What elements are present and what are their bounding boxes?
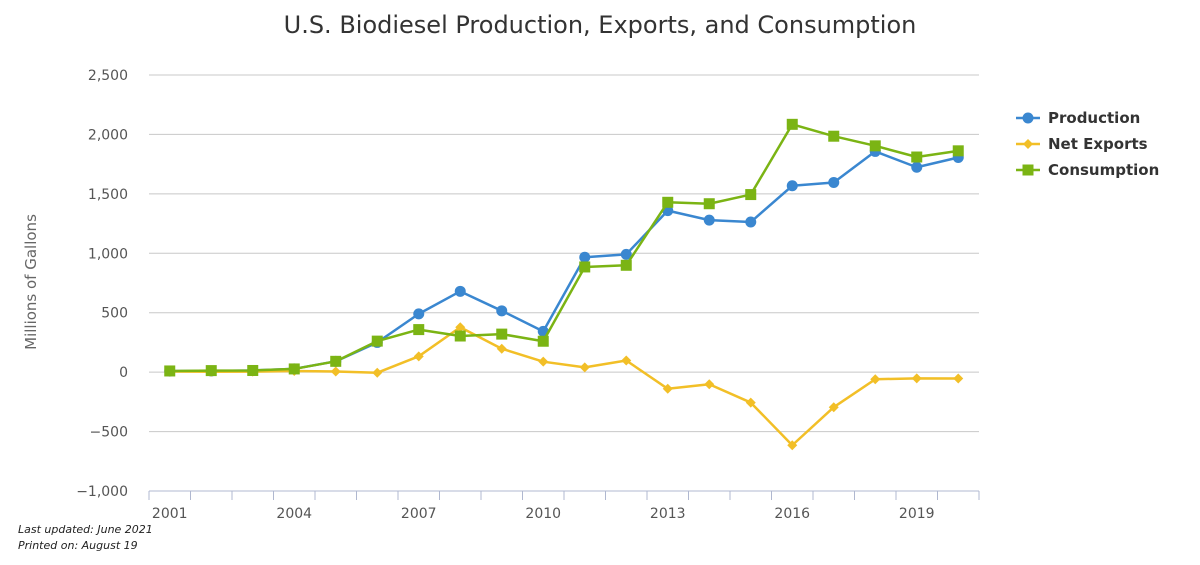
- series-production: [164, 145, 964, 377]
- data-point-net-exports: [745, 397, 756, 408]
- legend-marker-net-exports: [1023, 139, 1033, 149]
- series-net-exports: [164, 322, 964, 451]
- data-point-consumption: [413, 324, 425, 336]
- data-point-production: [703, 214, 715, 226]
- data-point-net-exports: [372, 367, 383, 378]
- data-point-consumption: [330, 355, 342, 367]
- legend[interactable]: Production Net Exports Consumption: [1016, 109, 1159, 179]
- y-tick-label: 2,000: [88, 127, 128, 143]
- data-point-consumption: [620, 259, 632, 271]
- data-point-net-exports: [787, 440, 798, 451]
- x-tick-label: 2001: [152, 506, 188, 522]
- data-point-consumption: [205, 365, 217, 377]
- chart-title: U.S. Biodiesel Production, Exports, and …: [284, 11, 917, 39]
- y-tick-label: 1,500: [88, 187, 128, 203]
- data-point-net-exports: [704, 379, 715, 390]
- data-point-consumption: [786, 118, 798, 130]
- y-tick-label: 0: [119, 365, 128, 381]
- legend-marker-production: [1022, 112, 1034, 124]
- y-tick-label: 1,000: [88, 246, 128, 262]
- data-point-consumption: [869, 140, 881, 152]
- legend-marker-consumption: [1022, 164, 1034, 176]
- data-point-consumption: [371, 335, 383, 347]
- legend-item-production[interactable]: Production: [1016, 109, 1140, 127]
- data-point-net-exports: [538, 356, 549, 367]
- data-point-consumption: [579, 261, 591, 273]
- series-group: [164, 118, 964, 451]
- y-axis-ticks: −1,000 −500 0 500 1,000 1,500 2,000 2,500: [76, 68, 128, 500]
- x-tick-label: 2016: [774, 506, 810, 522]
- x-axis: 2001 2004 2007 2010 2013 2016 2019: [148, 490, 980, 522]
- last-updated-note: Last updated: June 2021: [18, 523, 153, 536]
- data-point-production: [828, 176, 840, 188]
- data-point-net-exports: [662, 383, 673, 394]
- data-point-net-exports: [953, 373, 964, 384]
- data-point-production: [413, 308, 425, 320]
- legend-item-net-exports[interactable]: Net Exports: [1016, 135, 1148, 153]
- printed-on-note: Printed on: August 19: [18, 539, 138, 552]
- y-tick-label: 500: [101, 306, 128, 322]
- series-consumption: [164, 118, 964, 377]
- x-tick-label: 2010: [525, 506, 561, 522]
- y-tick-label: 2,500: [88, 68, 128, 84]
- grid-lines: [149, 74, 979, 433]
- x-tick-label: 2019: [899, 506, 935, 522]
- data-point-production: [496, 305, 508, 317]
- data-point-net-exports: [621, 355, 632, 366]
- data-point-consumption: [828, 130, 840, 142]
- data-point-production: [620, 248, 632, 260]
- x-tick-label: 2013: [650, 506, 686, 522]
- data-point-production: [454, 285, 466, 297]
- data-point-consumption: [703, 198, 715, 210]
- data-point-consumption: [288, 363, 300, 375]
- series-line-consumption: [169, 123, 959, 373]
- data-point-net-exports: [579, 362, 590, 373]
- data-point-consumption: [952, 145, 964, 157]
- data-point-net-exports: [828, 402, 839, 413]
- data-point-consumption: [496, 328, 508, 340]
- data-point-consumption: [745, 189, 757, 201]
- legend-label-consumption: Consumption: [1048, 161, 1159, 179]
- data-point-production: [745, 216, 757, 228]
- data-point-net-exports: [413, 351, 424, 362]
- data-point-net-exports: [870, 374, 881, 385]
- data-point-production: [579, 251, 591, 263]
- y-axis-label: Millions of Gallons: [22, 214, 40, 350]
- data-point-consumption: [662, 196, 674, 208]
- x-tick-label: 2007: [401, 506, 437, 522]
- data-point-consumption: [537, 335, 549, 347]
- legend-item-consumption[interactable]: Consumption: [1016, 161, 1159, 179]
- series-line-net-exports: [169, 325, 959, 447]
- data-point-consumption: [911, 151, 923, 163]
- data-point-net-exports: [911, 373, 922, 384]
- y-tick-label: −500: [90, 425, 128, 441]
- legend-label-production: Production: [1048, 109, 1140, 127]
- series-line-production: [169, 150, 959, 373]
- data-point-net-exports: [330, 366, 341, 377]
- data-point-production: [786, 180, 798, 192]
- x-tick-label: 2004: [276, 506, 312, 522]
- data-point-consumption: [247, 364, 259, 376]
- legend-label-net-exports: Net Exports: [1048, 135, 1148, 153]
- data-point-net-exports: [455, 322, 466, 333]
- data-point-consumption: [454, 330, 466, 342]
- data-point-consumption: [164, 365, 176, 377]
- data-point-production: [911, 161, 923, 173]
- y-tick-label: −1,000: [76, 484, 128, 500]
- data-point-net-exports: [496, 343, 507, 354]
